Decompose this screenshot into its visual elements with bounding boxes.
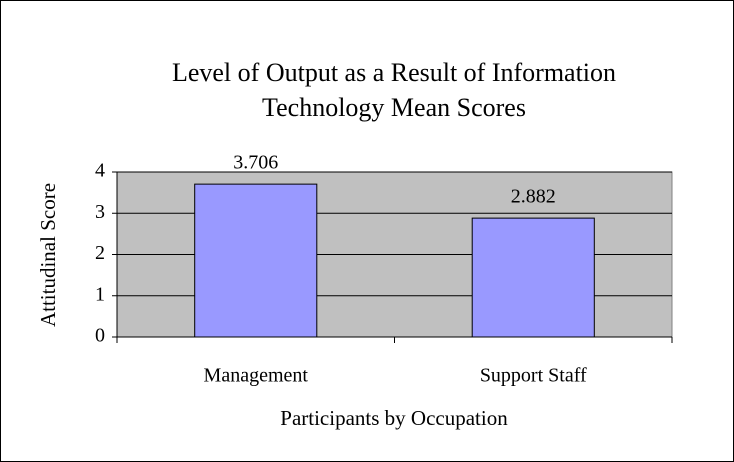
y-axis-label: Attitudinal Score	[36, 183, 60, 327]
data-label: 3.706	[233, 152, 278, 174]
y-tick-label: 1	[95, 283, 105, 305]
x-axis-label: Participants by Occupation	[280, 406, 508, 430]
data-label: 2.882	[511, 186, 556, 208]
x-tick-label: Support Staff	[480, 365, 587, 387]
chart-title: Level of Output as a Result of Informati…	[172, 58, 616, 87]
chart-title: Technology Mean Scores	[262, 93, 526, 122]
x-tick-label: Management	[204, 365, 309, 387]
bar	[194, 183, 318, 338]
y-tick-label: 4	[95, 160, 105, 182]
y-tick-label: 2	[95, 242, 105, 264]
bar	[471, 217, 595, 338]
y-tick-label: 0	[95, 325, 105, 347]
y-tick-label: 3	[95, 201, 105, 223]
